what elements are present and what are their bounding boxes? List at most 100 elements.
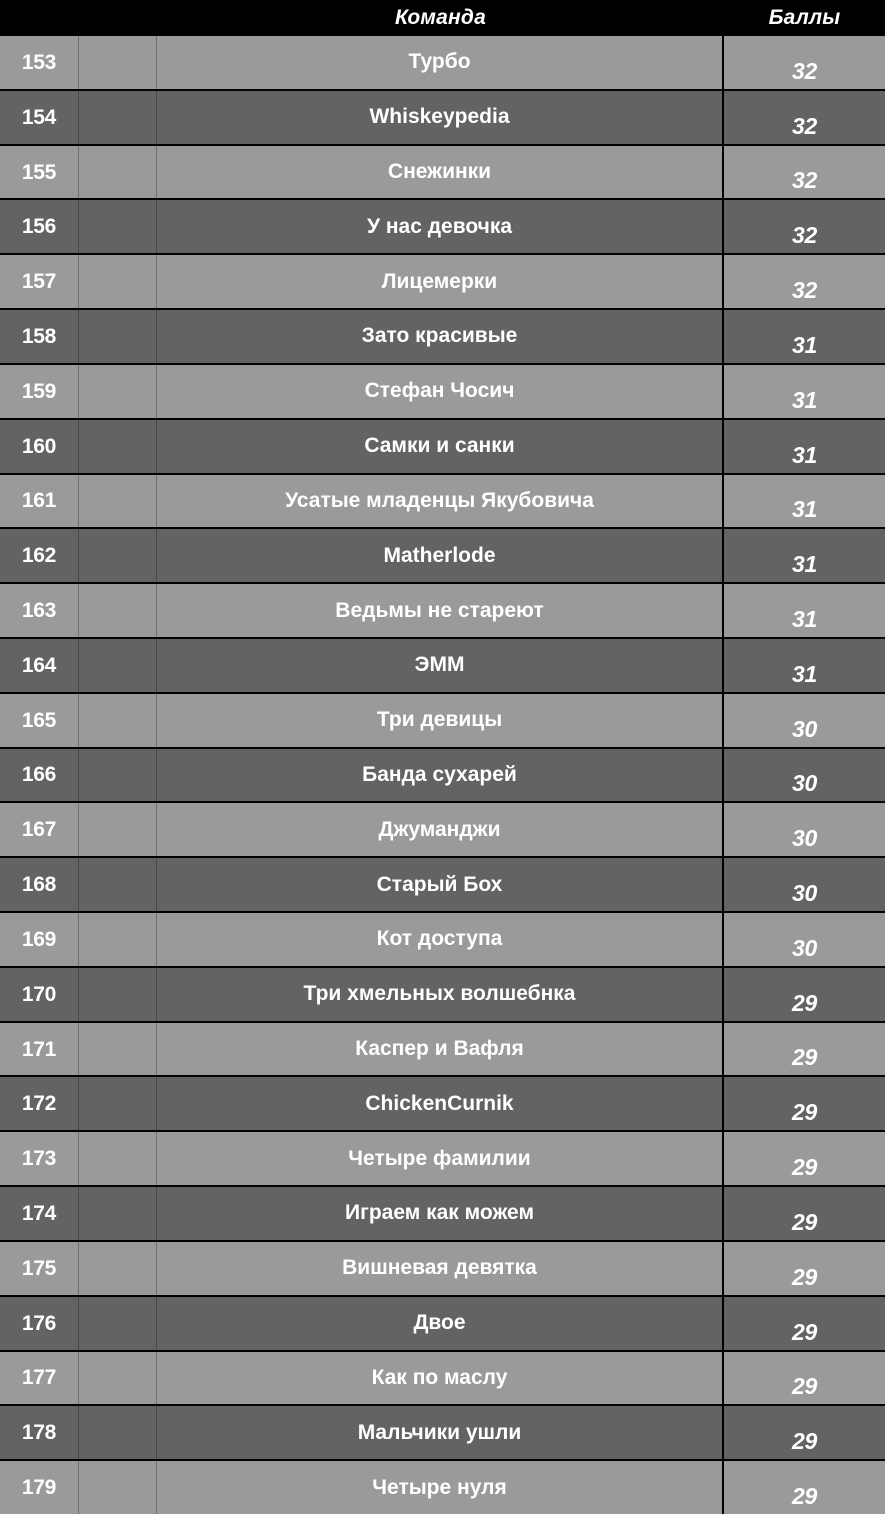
- rank-value: 169: [21, 927, 57, 951]
- team-name: Как по маслу: [371, 1365, 508, 1389]
- table-header-row: Команда Баллы: [0, 0, 885, 35]
- cell-rank: 155: [0, 145, 79, 199]
- cell-points: 29: [724, 1296, 885, 1350]
- rank-value: 161: [21, 489, 57, 513]
- cell-spacer: [79, 419, 157, 473]
- table-row[interactable]: 172 ChickenCurnik 29: [0, 1075, 885, 1131]
- rank-value: 164: [21, 653, 57, 677]
- table-row[interactable]: 154 Whiskeypedia 32: [0, 88, 885, 144]
- points-value: 32: [792, 222, 817, 249]
- table-row[interactable]: 162 Matherlode 31: [0, 527, 885, 583]
- table-row[interactable]: 174 Играем как можем 29: [0, 1185, 885, 1240]
- cell-points: 31: [724, 529, 885, 583]
- cell-points: 31: [724, 310, 885, 363]
- cell-spacer: [79, 145, 157, 199]
- table-row[interactable]: 153 Турбо 32: [0, 35, 885, 89]
- table-row[interactable]: 155 Снежинки 32: [0, 143, 885, 199]
- rank-value: 162: [21, 544, 57, 568]
- rank-value: 175: [21, 1256, 57, 1280]
- table-row[interactable]: 169 Кот доступа 30: [0, 911, 885, 966]
- table-row[interactable]: 156 У нас девочка 32: [0, 198, 885, 254]
- points-value: 32: [792, 57, 817, 84]
- table-row[interactable]: 177 Как по маслу 29: [0, 1349, 885, 1405]
- table-row[interactable]: 163 Ведьмы не стареют 31: [0, 582, 885, 637]
- team-name: Вишневая девятка: [342, 1256, 537, 1280]
- cell-spacer: [79, 474, 157, 528]
- team-name: У нас девочка: [366, 214, 513, 238]
- rank-value: 158: [21, 324, 57, 348]
- table-row[interactable]: 173 Четыре фамилии 29: [0, 1130, 885, 1186]
- cell-rank: 177: [0, 1351, 79, 1405]
- rank-value: 159: [21, 379, 57, 403]
- cell-team: Matherlode: [157, 529, 724, 583]
- points-value: 31: [792, 496, 817, 523]
- cell-team: Усатые младенцы Якубовича: [157, 474, 724, 528]
- cell-rank: 157: [0, 255, 79, 309]
- cell-points: 31: [724, 364, 885, 418]
- cell-spacer: [79, 1187, 157, 1240]
- table-row[interactable]: 160 Самки и санки 31: [0, 417, 885, 473]
- table-row[interactable]: 170 Три хмельных волшебнка 29: [0, 965, 885, 1021]
- cell-points: 30: [724, 913, 885, 966]
- cell-points: 32: [724, 90, 885, 144]
- table-row[interactable]: 171 Каспер и Вафля 29: [0, 1020, 885, 1076]
- table-row[interactable]: 161 Усатые младенцы Якубовича 31: [0, 472, 885, 528]
- cell-team: Три девицы: [157, 693, 724, 747]
- team-name: Играем как можем: [344, 1201, 534, 1225]
- rank-value: 168: [21, 873, 57, 897]
- rank-value: 177: [21, 1366, 57, 1390]
- team-name: Четыре фамилии: [348, 1146, 531, 1170]
- cell-team: Старый Бох: [157, 858, 724, 911]
- team-name: Мальчики ушли: [357, 1420, 522, 1444]
- cell-rank: 169: [0, 913, 79, 966]
- table-row[interactable]: 166 Банда сухарей 30: [0, 746, 885, 802]
- cell-rank: 178: [0, 1406, 79, 1460]
- cell-points: 30: [724, 748, 885, 802]
- table-row[interactable]: 168 Старый Бох 30: [0, 856, 885, 911]
- header-team-column: Команда: [157, 7, 724, 28]
- team-name: Ведьмы не стареют: [335, 598, 544, 622]
- cell-spacer: [79, 255, 157, 309]
- team-name: Три хмельных волшебнка: [303, 982, 576, 1006]
- cell-team: Стефан Чосич: [157, 364, 724, 418]
- cell-points: 31: [724, 584, 885, 637]
- table-row[interactable]: 157 Лицемерки 32: [0, 253, 885, 309]
- cell-spacer: [79, 529, 157, 583]
- table-row[interactable]: 176 Двое 29: [0, 1294, 885, 1350]
- table-row[interactable]: 175 Вишневая девятка 29: [0, 1239, 885, 1295]
- rank-value: 176: [21, 1311, 57, 1335]
- cell-rank: 174: [0, 1187, 79, 1240]
- cell-team: Играем как можем: [157, 1187, 724, 1240]
- rank-value: 170: [21, 982, 57, 1006]
- table-row[interactable]: 167 Джуманджи 30: [0, 801, 885, 857]
- cell-rank: 173: [0, 1132, 79, 1186]
- cell-team: Самки и санки: [157, 419, 724, 473]
- rank-value: 160: [21, 434, 57, 458]
- points-value: 32: [792, 167, 817, 194]
- table-row[interactable]: 179 Четыре нуля 29: [0, 1459, 885, 1514]
- cell-points: 32: [724, 255, 885, 309]
- cell-points: 29: [724, 1022, 885, 1076]
- cell-points: 29: [724, 1351, 885, 1405]
- table-row[interactable]: 164 ЭММ 31: [0, 636, 885, 692]
- cell-spacer: [79, 1077, 157, 1131]
- cell-points: 29: [724, 1187, 885, 1240]
- cell-points: 29: [724, 1077, 885, 1131]
- team-name: ChickenCurnik: [365, 1091, 514, 1115]
- points-value: 31: [792, 605, 817, 632]
- cell-spacer: [79, 967, 157, 1021]
- cell-spacer: [79, 36, 157, 89]
- cell-rank: 156: [0, 200, 79, 254]
- rank-value: 172: [21, 1092, 57, 1116]
- cell-rank: 162: [0, 529, 79, 583]
- cell-points: 29: [724, 1132, 885, 1186]
- table-row[interactable]: 158 Зато красивые 31: [0, 308, 885, 363]
- rank-value: 153: [21, 50, 57, 74]
- table-row[interactable]: 159 Стефан Чосич 31: [0, 362, 885, 418]
- table-row[interactable]: 178 Мальчики ушли 29: [0, 1404, 885, 1460]
- rank-value: 157: [21, 270, 57, 294]
- table-row[interactable]: 165 Три девицы 30: [0, 691, 885, 747]
- cell-points: 30: [724, 803, 885, 857]
- points-value: 29: [792, 1373, 817, 1400]
- cell-team: Каспер и Вафля: [157, 1022, 724, 1076]
